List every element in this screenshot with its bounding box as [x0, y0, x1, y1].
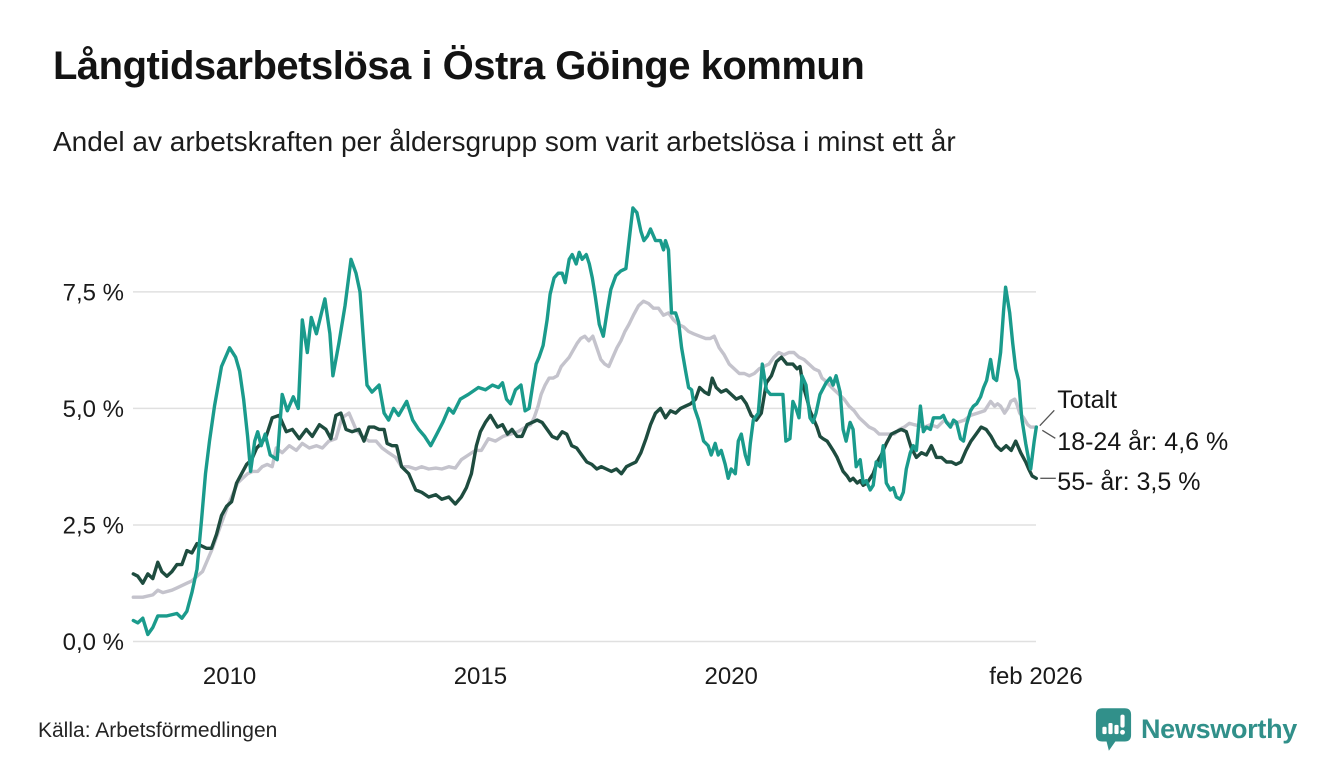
y-tick-label: 0,0 %	[63, 629, 124, 656]
series-end-label: 55- år: 3,5 %	[1057, 468, 1200, 496]
series-line-18-24-ar	[131, 206, 1039, 637]
annotation-leader-line	[1039, 409, 1055, 427]
y-tick-label: 5,0 %	[63, 396, 124, 423]
y-tick-label: 2,5 %	[63, 513, 124, 540]
newsworthy-brand: Newsworthy	[1095, 707, 1297, 751]
series-end-label: Totalt	[1057, 386, 1117, 414]
x-tick-label: feb 2026	[989, 663, 1082, 690]
x-tick-label: 2010	[203, 663, 256, 690]
x-tick-label: 2015	[454, 663, 507, 690]
series-end-label: 18-24 år: 4,6 %	[1057, 428, 1228, 456]
y-tick-label: 7,5 %	[63, 279, 124, 306]
chart-title: Långtidsarbetslösa i Östra Göinge kommun	[53, 44, 865, 88]
newsworthy-wordmark: Newsworthy	[1140, 713, 1297, 744]
annotation-leader-line	[1041, 429, 1056, 439]
x-tick-label: 2020	[705, 663, 758, 690]
chart-subtitle: Andel av arbetskraften per åldersgrupp s…	[53, 126, 956, 157]
series-line-55-ar	[131, 355, 1039, 585]
newsworthy-logo-icon	[1095, 708, 1132, 751]
source-note: Källa: Arbetsförmedlingen	[38, 719, 278, 742]
